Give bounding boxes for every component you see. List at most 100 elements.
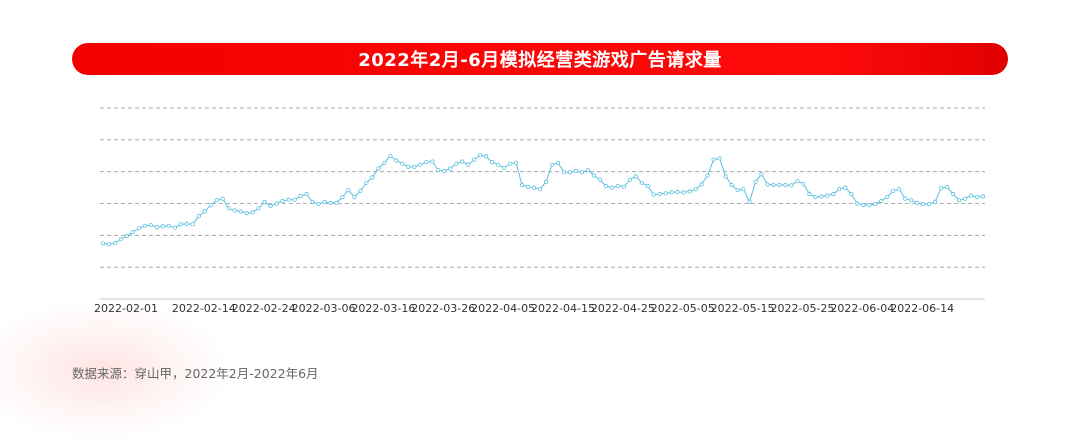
- data-point: [615, 183, 620, 189]
- data-point: [268, 203, 273, 209]
- data-point: [837, 187, 842, 192]
- data-point: [436, 168, 441, 173]
- x-tick-label: 2022-02-24: [232, 302, 296, 315]
- data-point: [519, 182, 525, 188]
- data-source-note: 数据来源：穿山甲，2022年2月-2022年6月: [72, 366, 319, 381]
- data-point: [196, 214, 201, 219]
- data-point: [334, 200, 339, 205]
- data-point: [926, 202, 932, 207]
- data-point: [424, 160, 429, 165]
- data-point: [531, 185, 537, 190]
- data-point: [412, 164, 417, 169]
- data-point: [759, 172, 764, 177]
- data-point: [418, 162, 423, 167]
- data-point: [136, 226, 141, 231]
- x-tick-label: 2022-03-16: [351, 302, 415, 315]
- data-point: [448, 166, 453, 171]
- data-point: [938, 186, 944, 191]
- data-point: [549, 162, 555, 167]
- data-point: [406, 164, 411, 169]
- data-point: [956, 198, 962, 203]
- data-point: [555, 160, 561, 165]
- x-tick-label: 2022-02-01: [94, 302, 158, 315]
- data-point: [777, 182, 782, 188]
- data-point: [100, 241, 106, 246]
- data-point: [920, 202, 926, 207]
- data-point: [813, 195, 818, 200]
- data-point: [885, 195, 890, 200]
- data-point: [771, 182, 776, 188]
- x-tick-label: 2022-02-14: [172, 302, 236, 315]
- chart-title: 2022年2月-6月模拟经营类游戏广告请求量: [358, 50, 722, 71]
- data-point: [513, 160, 519, 165]
- data-point: [645, 183, 650, 189]
- x-tick-label: 2022-05-15: [711, 302, 775, 315]
- data-point: [591, 173, 597, 178]
- data-point: [914, 200, 920, 205]
- data-point: [807, 191, 812, 197]
- x-tick-label: 2022-05-05: [651, 302, 715, 315]
- data-point: [525, 184, 531, 189]
- data-point: [124, 233, 130, 239]
- data-point: [148, 223, 153, 228]
- data-point: [370, 175, 375, 180]
- data-point: [489, 160, 495, 165]
- data-point: [950, 191, 956, 197]
- chart-title-bar: 2022年2月-6月模拟经营类游戏广告请求量: [72, 43, 1008, 75]
- data-point: [669, 190, 674, 195]
- line-chart: 2022-02-01 2022-02-142022-02-242022-03-06…: [94, 107, 986, 315]
- data-point: [226, 206, 231, 211]
- data-point: [932, 199, 938, 204]
- data-point: [184, 221, 189, 226]
- data-point: [358, 188, 363, 193]
- data-point: [909, 198, 914, 203]
- x-tick-labels: 2022-02-01 2022-02-142022-02-242022-03-06…: [94, 302, 954, 315]
- data-point: [783, 182, 788, 188]
- x-tick-label: 2022-05-25: [770, 302, 834, 315]
- data-point: [262, 199, 267, 204]
- series-line: [102, 154, 984, 245]
- data-point: [352, 195, 357, 200]
- data-point: [819, 194, 824, 199]
- data-point: [980, 194, 986, 199]
- data-point: [256, 206, 261, 211]
- x-tick-label: 2022-03-26: [411, 302, 475, 315]
- data-point: [160, 224, 165, 229]
- data-point: [340, 195, 345, 200]
- data-point: [699, 182, 704, 187]
- data-point: [364, 180, 369, 185]
- x-tick-label: 2022-06-14: [890, 302, 954, 315]
- data-point: [172, 225, 177, 230]
- data-point: [693, 187, 698, 192]
- data-point: [501, 165, 507, 170]
- data-point: [388, 153, 393, 158]
- data-point: [310, 199, 315, 204]
- x-tick-label: 2022-04-05: [471, 302, 535, 315]
- data-point: [879, 198, 884, 204]
- data-point: [400, 161, 405, 166]
- data-point: [867, 203, 872, 208]
- data-point: [657, 191, 662, 197]
- data-point: [609, 185, 614, 190]
- data-point: [220, 196, 225, 201]
- data-point: [106, 242, 112, 247]
- data-point: [376, 166, 381, 171]
- x-tick-label: 2022-03-06: [292, 302, 356, 315]
- data-point: [597, 177, 603, 182]
- data-point: [843, 185, 848, 190]
- data-point: [130, 230, 135, 235]
- data-point: [244, 211, 249, 216]
- data-point: [460, 159, 465, 164]
- data-point: [483, 154, 489, 159]
- data-point: [651, 192, 656, 197]
- data-point: [621, 184, 626, 189]
- data-point: [477, 153, 483, 158]
- series-points: [100, 153, 986, 247]
- data-point: [304, 191, 309, 197]
- data-point: [765, 182, 770, 187]
- data-point: [795, 179, 800, 184]
- data-point: [466, 162, 471, 167]
- data-point: [903, 196, 908, 201]
- data-point: [944, 184, 950, 189]
- data-point: [442, 168, 447, 174]
